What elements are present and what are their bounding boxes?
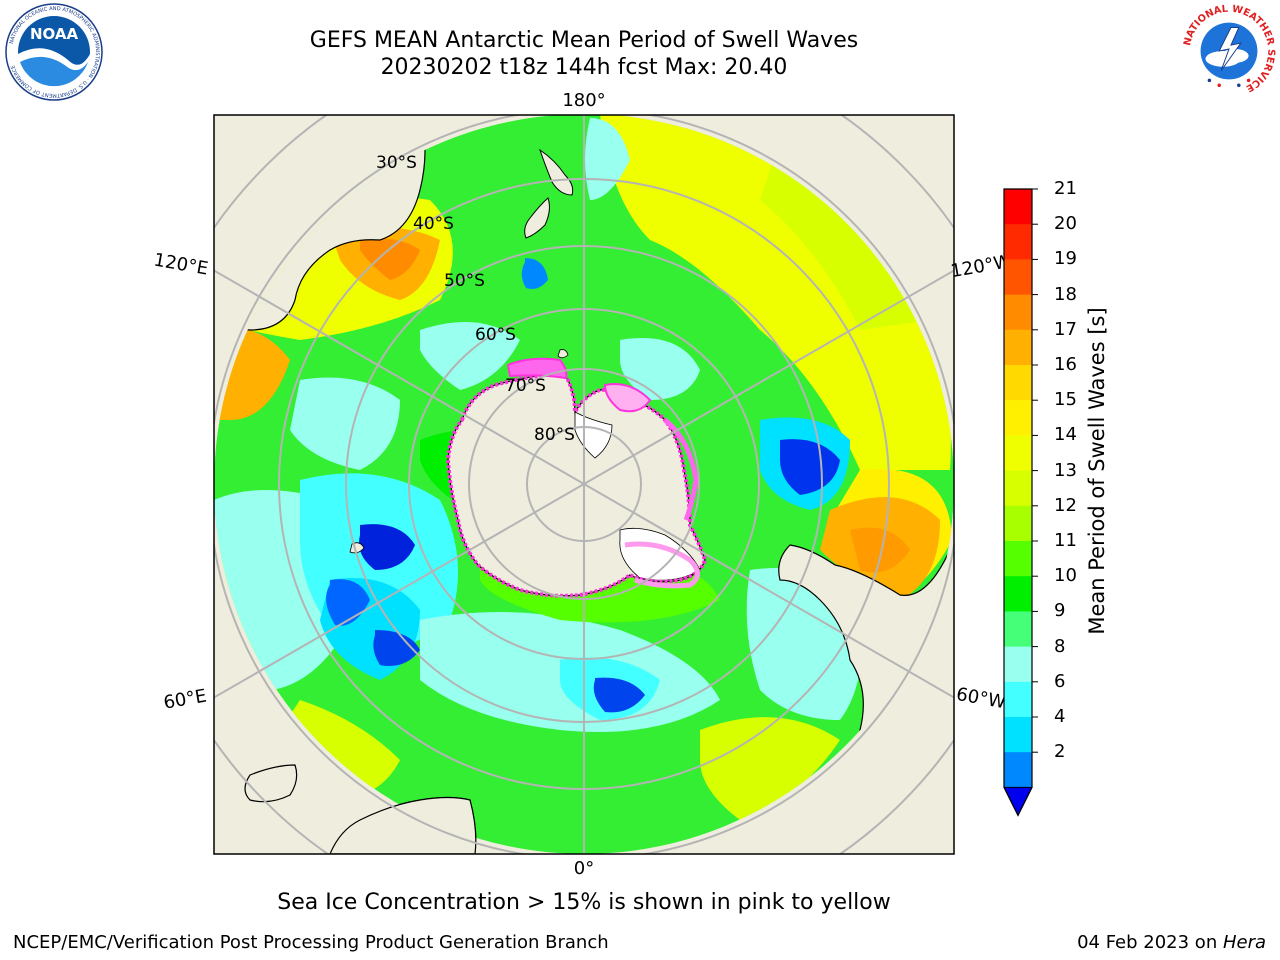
colorbar-tick-label: 17 [1054,318,1077,340]
footer-date-text: 04 Feb 2023 on [1077,932,1223,953]
nws-logo: NATIONAL WEATHER SERVICE [1181,4,1276,99]
colorbar-segment [1004,505,1032,542]
colorbar-tick-label: 16 [1054,354,1077,375]
colorbar-tick-label: 13 [1054,459,1077,481]
lon-label-180: 180° [562,90,605,111]
sea-ice-note: Sea Ice Concentration > 15% is shown in … [277,890,891,915]
footer-date: 04 Feb 2023 on Hera [1077,932,1266,953]
colorbar-tick-label: 20 [1054,213,1077,235]
lat-label-80s: 80°S [534,425,575,445]
colorbar-segment [1004,400,1032,436]
sea-ice-edge [445,371,708,598]
colorbar-segment [1004,189,1032,225]
colorbar-segment [1004,541,1032,577]
colorbar-title: Mean Period of Swell Waves [s] [1085,307,1109,635]
colorbar-segment [1004,576,1032,612]
lat-label-50s: 50°S [444,271,485,291]
colorbar-extend-arrow [1003,786,1033,817]
colorbar-tick-label: 18 [1054,283,1077,305]
colorbar-tick-label: 2 [1054,741,1066,763]
map-title: GEFS MEAN Antarctic Mean Period of Swell… [309,28,859,53]
lat-label-70s: 70°S [505,376,546,396]
colorbar-segment [1004,717,1032,753]
footer-machine: Hera [1222,932,1266,953]
colorbar-tick-label: 15 [1054,389,1077,411]
lon-label-120e: 120°E [152,249,210,279]
lat-label-60s: 60°S [475,325,516,345]
colorbar-tick-label: 11 [1054,530,1077,551]
footer-credit: NCEP/EMC/Verification Post Processing Pr… [13,932,609,953]
colorbar-tick-label: 21 [1054,178,1077,199]
colorbar-segment [1004,294,1032,331]
colorbar-segment [1004,752,1032,788]
colorbar-segment [1004,681,1032,718]
colorbar-tick-label: 8 [1054,635,1066,657]
colorbar-segment [1004,435,1032,472]
colorbar-segment [1004,224,1032,260]
colorbar-tick-label: 12 [1054,494,1077,516]
colorbar-outline [1003,188,1033,817]
lon-label-0: 0° [574,858,594,879]
colorbar-segment [1004,646,1032,683]
colorbar-segment [1004,365,1032,401]
noaa-text: NOAA [30,25,79,43]
lat-label-30s: 30°S [376,153,417,173]
map-frame-border [213,114,955,855]
map-subtitle: 20230202 t18z 144h fcst Max: 20.40 [380,55,788,80]
colorbar-tick-label: 6 [1054,670,1066,692]
colorbar [1003,188,1038,817]
colorbar-tick-label: 10 [1054,565,1077,587]
colorbar-tick-label: 4 [1054,706,1066,727]
colorbar-tick-label: 19 [1054,248,1077,270]
colorbar-tick-label: 14 [1054,424,1077,446]
colorbar-segment [1004,470,1032,507]
colorbar-tick-label: 9 [1054,600,1066,622]
colorbar-segment [1004,259,1032,296]
colorbar-segment [1004,329,1032,366]
lon-label-60w: 60°W [955,684,1008,713]
noaa-logo: NATIONAL OCEANIC AND ATMOSPHERIC ADMINIS… [5,3,103,101]
lat-label-40s: 40°S [413,214,454,234]
lon-label-60e: 60°E [162,685,208,713]
colorbar-segment [1004,611,1032,648]
graticule [214,115,954,854]
